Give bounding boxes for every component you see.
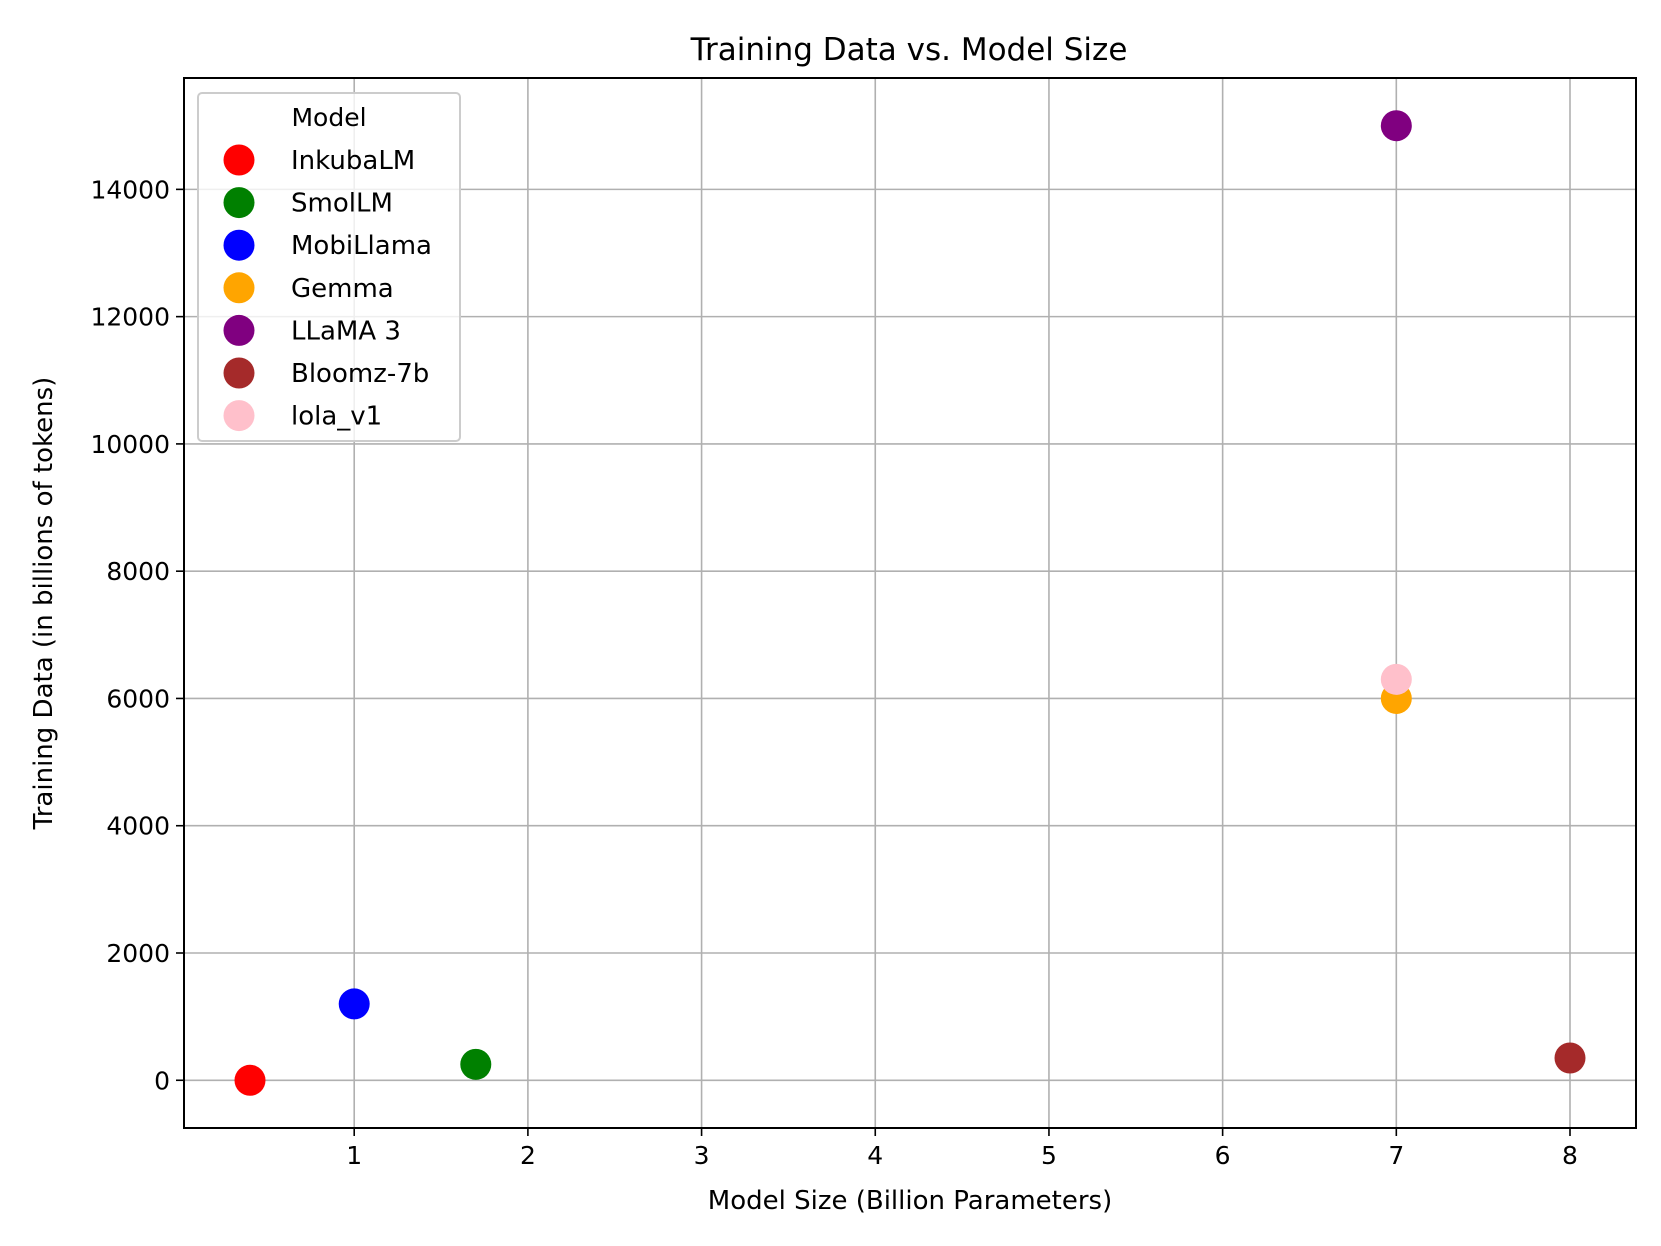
y-tick-label: 0 <box>154 1066 170 1095</box>
x-tick-label: 3 <box>694 1141 710 1170</box>
legend-label: Gemma <box>291 274 394 304</box>
legend-label: InkubaLM <box>291 146 415 176</box>
data-point <box>234 1064 266 1096</box>
data-point <box>1380 663 1412 695</box>
y-axis-ticks: 0 2000 4000 6000 8000 10000 12000 14000 <box>90 175 184 1095</box>
y-tick-label: 8000 <box>106 557 170 586</box>
data-point <box>1554 1042 1586 1074</box>
grid-lines <box>184 78 1636 1128</box>
legend-marker <box>223 357 255 389</box>
y-tick-label: 10000 <box>90 430 170 459</box>
legend-label: LLaMA 3 <box>291 316 401 346</box>
x-tick-label: 6 <box>1215 1141 1231 1170</box>
legend-marker <box>223 187 255 219</box>
y-tick-label: 2000 <box>106 939 170 968</box>
legend-marker <box>223 144 255 176</box>
y-tick-label: 12000 <box>90 303 170 332</box>
legend-marker <box>223 229 255 261</box>
legend-title: Model <box>291 103 366 132</box>
legend-label: Bloomz-7b <box>291 359 429 389</box>
legend-marker <box>223 400 255 432</box>
data-point <box>1380 110 1412 142</box>
x-axis-label: Model Size (Billion Parameters) <box>708 1186 1112 1216</box>
x-tick-label: 7 <box>1388 1141 1404 1170</box>
data-point <box>338 988 370 1020</box>
y-tick-label: 14000 <box>90 175 170 204</box>
legend-label: lola_v1 <box>291 402 382 432</box>
y-tick-label: 6000 <box>106 684 170 713</box>
plot-frame <box>183 77 1637 1129</box>
legend-marker <box>223 314 255 346</box>
legend-marker <box>223 272 255 304</box>
chart-title: Training Data vs. Model Size <box>690 32 1128 68</box>
x-tick-label: 2 <box>520 1141 536 1170</box>
x-tick-label: 8 <box>1562 1141 1578 1170</box>
y-tick-label: 4000 <box>106 812 170 841</box>
x-axis-ticks: 1 2 3 4 5 6 7 8 <box>346 1128 1578 1170</box>
x-tick-label: 5 <box>1041 1141 1057 1170</box>
y-axis-label: Training Data (in billions of tokens) <box>29 377 59 831</box>
x-tick-label: 4 <box>867 1141 883 1170</box>
data-points <box>234 110 1586 1096</box>
legend-label: SmolLM <box>291 189 393 219</box>
legend-box <box>197 92 461 442</box>
legend: Model InkubaLM SmolLM MobiLlama Gemma LLaMA … <box>197 92 461 442</box>
legend-label: MobiLlama <box>291 231 432 261</box>
legend-items: InkubaLM SmolLM MobiLlama Gemma LLaMA 3 Bloom… <box>223 144 432 432</box>
data-point <box>460 1048 492 1080</box>
x-tick-label: 1 <box>346 1141 362 1170</box>
